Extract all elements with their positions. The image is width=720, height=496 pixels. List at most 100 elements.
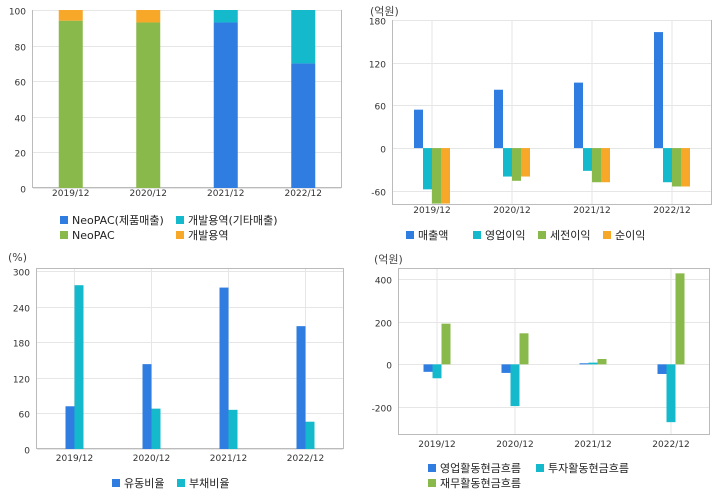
legend-item-financing-cf[interactable]: 재무활동현금흐름 (428, 477, 521, 491)
y-tick-label: 100 (9, 8, 26, 18)
x-tick-label: 2021/12 (573, 206, 610, 216)
bar (675, 273, 685, 365)
x-tick-label: 2019/12 (413, 206, 450, 216)
bar (65, 406, 75, 449)
legend-label: 투자활동현금흐름 (548, 462, 629, 475)
x-tick-label: 2019/12 (52, 189, 89, 199)
bar (136, 22, 161, 189)
revenue-mix-chart-panel: 0 20 40 60 80 100 2019/12 2020/12 2021/12 2022/12… (0, 0, 360, 248)
legend-swatch (536, 464, 544, 472)
bar (213, 22, 238, 189)
bar (142, 364, 152, 449)
bar (501, 364, 511, 373)
y-tick-label: 0 (380, 146, 386, 156)
revenue-mix-chart: 0 20 40 60 80 100 2019/12 2020/12 2021/12 2022/12 (9, 8, 342, 199)
x-tick-label: 2020/12 (493, 206, 530, 216)
legend-item-sales[interactable]: 매출액 (406, 229, 448, 243)
y-tick-label: 120 (13, 376, 30, 386)
legend-swatch (177, 479, 185, 487)
legend-swatch (176, 216, 184, 224)
bar (296, 326, 306, 449)
bar (672, 148, 681, 187)
y-tick-label: 300 (13, 269, 30, 279)
x-tick-label: 2021/12 (207, 189, 244, 199)
legend-item-operating-cf[interactable]: 영업활동현금흐름 (428, 462, 521, 476)
bar (579, 363, 589, 365)
legend-label: 개발용역 (188, 229, 229, 242)
y-tick-label: -60 (371, 189, 386, 199)
legend-swatch (60, 231, 68, 239)
legend-label: 재무활동현금흐름 (440, 477, 521, 490)
legend-item-dev-service[interactable]: 개발용역 (176, 229, 228, 243)
bar (74, 285, 84, 449)
legend-swatch (60, 216, 68, 224)
y-tick-label: 60 (15, 79, 27, 89)
legend-item-current-ratio[interactable]: 유동비율 (112, 477, 164, 491)
x-tick-label: 2020/12 (130, 189, 167, 199)
x-tick-label: 2021/12 (210, 454, 247, 464)
legend-label: NeoPAC (72, 229, 115, 242)
bar (219, 287, 229, 449)
bar (597, 358, 607, 365)
bar (654, 32, 663, 149)
x-tick-label: 2019/12 (418, 440, 455, 450)
bar (510, 364, 520, 407)
legend-label: 영업이익 (485, 229, 526, 242)
legend-item-neopac[interactable]: NeoPAC (60, 229, 115, 243)
unit-label: (억원) (374, 253, 403, 266)
y-tick-label: 40 (15, 115, 27, 125)
bar (519, 333, 529, 365)
legend-item-neopac-product[interactable]: NeoPAC(제품매출) (60, 214, 164, 228)
legend-label: 영업활동현금흐름 (440, 462, 521, 475)
bar (601, 148, 610, 183)
y-tick-label: 80 (15, 44, 27, 54)
bar (663, 148, 672, 183)
legend-item-pretax-income[interactable]: 세전이익 (538, 229, 590, 243)
bar (291, 63, 316, 188)
bar (588, 362, 598, 365)
bar (521, 148, 530, 177)
bar (423, 148, 432, 190)
x-tick-label: 2021/12 (574, 440, 611, 450)
legend-item-operating-income[interactable]: 영업이익 (473, 229, 525, 243)
bar (228, 409, 238, 449)
bar (583, 148, 592, 171)
y-tick-label: 0 (24, 447, 30, 457)
legend-swatch (428, 479, 436, 487)
plot-frame (398, 268, 710, 435)
x-tick-label: 2022/12 (652, 440, 689, 450)
unit-label: (억원) (370, 5, 399, 18)
bar (305, 421, 315, 449)
bar (291, 10, 316, 64)
bar (432, 364, 442, 379)
legend-item-investing-cf[interactable]: 투자활동현금흐름 (536, 462, 629, 476)
bar (681, 148, 690, 187)
bar (666, 364, 676, 423)
legend-item-dev-service-other[interactable]: 개발용역(기타매출) (176, 214, 278, 228)
x-tick-label: 2022/12 (653, 206, 690, 216)
ratio-chart: 0 60 120 180 240 300 2019/12 2020/12 2021/12 2022… (13, 268, 344, 464)
y-tick-label: 60 (19, 411, 31, 421)
y-tick-label: 20 (15, 150, 27, 160)
y-tick-label: 60 (375, 103, 387, 113)
legend-label: 세전이익 (550, 229, 591, 242)
bar (503, 148, 512, 177)
bar (657, 364, 667, 374)
cashflow-chart: 400 200 0 -200 2019/12 2020/12 2021/12 2022/12 (372, 268, 710, 450)
legend-item-net-income[interactable]: 순이익 (603, 229, 645, 243)
bar (441, 148, 450, 204)
y-tick-label: 400 (375, 277, 392, 287)
plot-frame (36, 268, 344, 449)
legend-label: 부채비율 (189, 477, 230, 490)
bar (494, 89, 503, 149)
legend-swatch (473, 231, 481, 239)
y-tick-label: 120 (369, 61, 386, 71)
y-tick-label: 180 (13, 340, 30, 350)
bar (213, 10, 238, 23)
y-tick-label: 180 (369, 18, 386, 28)
legend-item-debt-ratio[interactable]: 부채비율 (177, 477, 229, 491)
bar (58, 20, 83, 189)
bar (151, 408, 161, 449)
bar (136, 10, 161, 23)
income-chart-panel: (억원) 180 120 60 0 -60 2019/12 2020/12 2021/12 20… (360, 0, 720, 248)
